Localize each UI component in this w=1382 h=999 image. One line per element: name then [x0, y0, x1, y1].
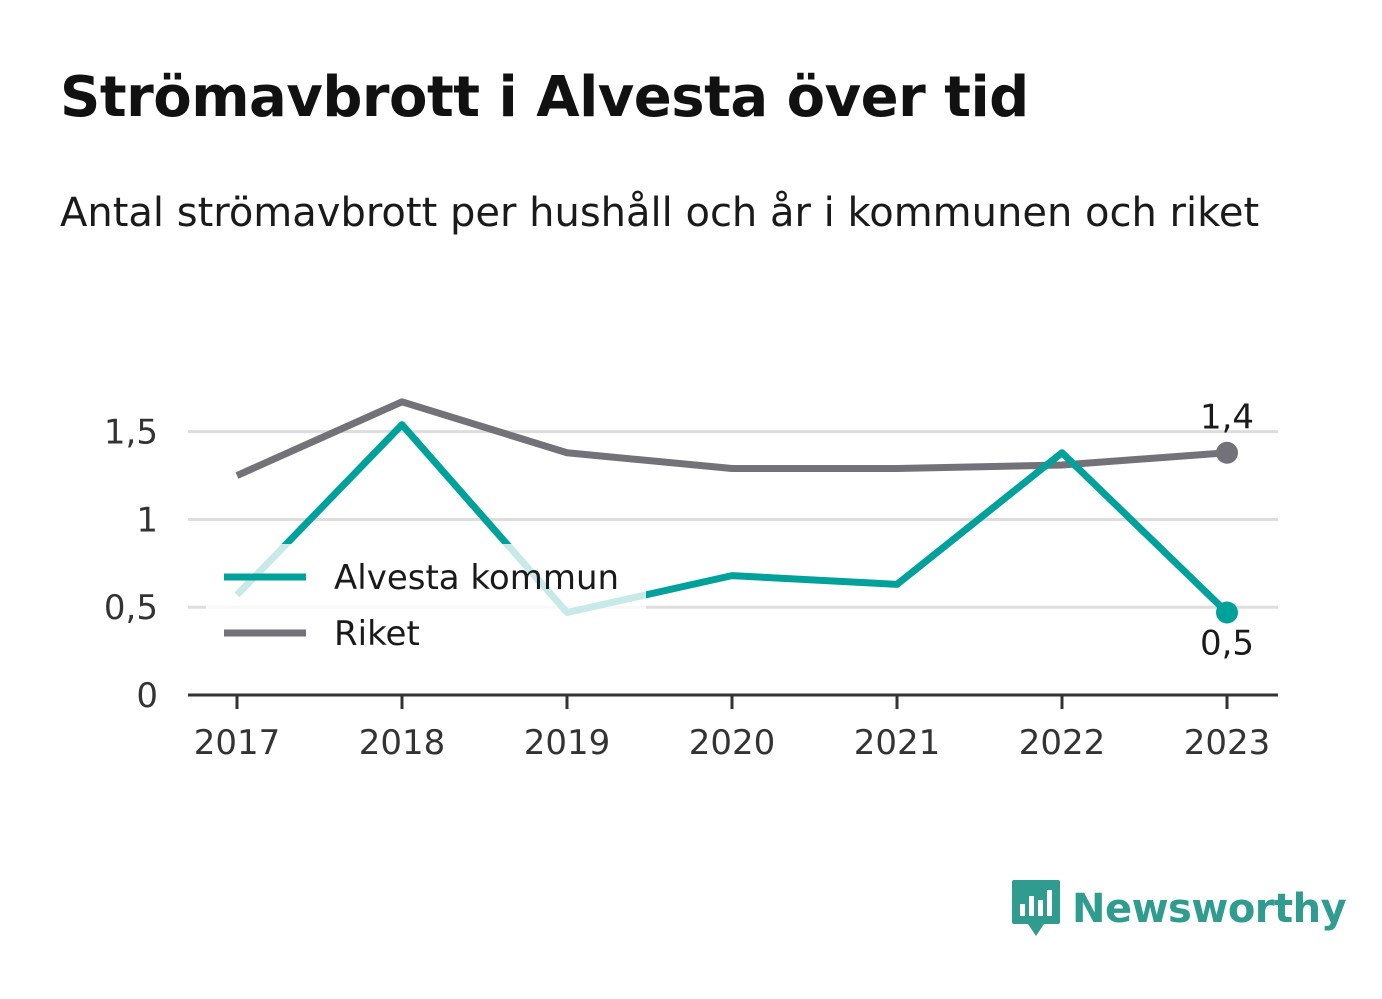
end-value-label: 0,5: [1200, 623, 1254, 663]
chart-title: Strömavbrott i Alvesta över tid: [60, 65, 1029, 130]
y-tick-label: 0,5: [104, 588, 158, 628]
x-tick-label: 2021: [854, 723, 941, 763]
x-tick-label: 2020: [689, 723, 776, 763]
series-line-alvesta: [234, 421, 1230, 616]
legend-background: [206, 544, 646, 664]
series-line-riket: [235, 398, 1228, 479]
legend-label: Riket: [334, 614, 420, 654]
x-tick-label: 2023: [1184, 723, 1271, 763]
chart-subtitle: Antal strömavbrott per hushåll och år i …: [60, 190, 1260, 236]
x-tick-label: 2019: [524, 723, 611, 763]
x-tick-label: 2018: [359, 723, 446, 763]
y-tick-label: 0: [136, 676, 158, 716]
x-tick-label: 2017: [194, 723, 281, 763]
legend: Alvesta kommun Riket: [206, 544, 646, 664]
end-marker: [1216, 441, 1238, 464]
x-tick-label: 2022: [1019, 723, 1106, 763]
legend-label: Alvesta kommun: [334, 558, 619, 598]
end-value-label: 1,4: [1200, 398, 1254, 438]
y-tick-label: 1: [136, 500, 158, 540]
end-markers: 0,5 1,4: [1200, 398, 1254, 664]
series-lines: [234, 398, 1230, 616]
end-marker: [1216, 601, 1238, 624]
x-axis: [188, 693, 1278, 709]
brand-name: Newsworthy: [1072, 886, 1347, 932]
x-axis-tick-labels: 2017 2018 2019 2020 2021 2022 2023: [194, 723, 1271, 763]
bar-chart-speech-bubble-icon: [1012, 880, 1060, 936]
newsworthy-logo: Newsworthy: [1010, 878, 1347, 940]
y-tick-label: 1,5: [104, 413, 158, 453]
y-axis-tick-labels: 0 0,5 1 1,5: [104, 413, 158, 716]
